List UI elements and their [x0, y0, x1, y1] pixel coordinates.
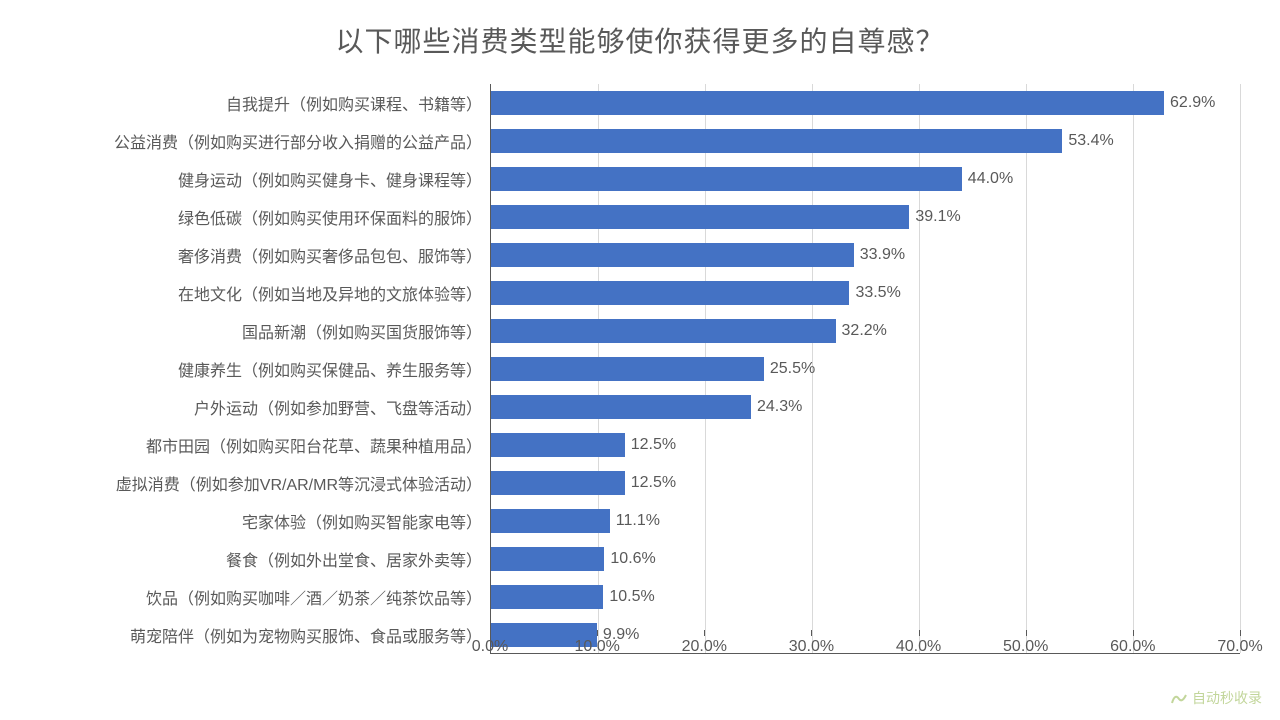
value-label: 53.4%: [1068, 132, 1113, 150]
bar-row: 25.5%: [491, 350, 1240, 388]
x-axis: 0.0%10.0%20.0%30.0%40.0%50.0%60.0%70.0%: [490, 630, 1240, 658]
x-tick-label: 10.0%: [574, 638, 619, 656]
plot-area: 自我提升（例如购买课程、书籍等）公益消费（例如购买进行部分收入捐赠的公益产品）健…: [40, 84, 1240, 654]
category-label: 绿色低碳（例如购买使用环保面料的服饰）: [40, 198, 490, 236]
bars-container: 62.9% 53.4% 44.0% 39.1% 33.9% 33.5% 32.2% 25.5%…: [491, 84, 1240, 654]
bar-row: 39.1%: [491, 198, 1240, 236]
x-tick: [1133, 630, 1134, 636]
bar-row: 11.1%: [491, 502, 1240, 540]
bar: [491, 129, 1062, 153]
value-label: 33.5%: [855, 284, 900, 302]
x-tick: [597, 630, 598, 636]
value-label: 12.5%: [631, 436, 676, 454]
x-tick-label: 50.0%: [1003, 638, 1048, 656]
value-label: 12.5%: [631, 474, 676, 492]
bar: [491, 281, 849, 305]
chart-container: 以下哪些消费类型能够使你获得更多的自尊感？ 自我提升（例如购买课程、书籍等）公益…: [40, 20, 1240, 700]
category-label: 公益消费（例如购买进行部分收入捐赠的公益产品）: [40, 122, 490, 160]
bar-row: 32.2%: [491, 312, 1240, 350]
category-label: 国品新潮（例如购买国货服饰等）: [40, 312, 490, 350]
value-label: 10.5%: [609, 588, 654, 606]
bar-row: 62.9%: [491, 84, 1240, 122]
category-label: 都市田园（例如购买阳台花草、蔬果种植用品）: [40, 426, 490, 464]
category-label: 虚拟消费（例如参加VR/AR/MR等沉浸式体验活动）: [40, 464, 490, 502]
bar: [491, 319, 836, 343]
x-tick-label: 20.0%: [682, 638, 727, 656]
bar: [491, 395, 751, 419]
value-label: 33.9%: [860, 246, 905, 264]
bar-row: 53.4%: [491, 122, 1240, 160]
category-label: 户外运动（例如参加野营、飞盘等活动）: [40, 388, 490, 426]
category-label: 宅家体验（例如购买智能家电等）: [40, 502, 490, 540]
value-label: 24.3%: [757, 398, 802, 416]
value-label: 32.2%: [842, 322, 887, 340]
category-label: 健康养生（例如购买保健品、养生服务等）: [40, 350, 490, 388]
watermark-icon: [1170, 691, 1188, 705]
category-label: 在地文化（例如当地及异地的文旅体验等）: [40, 274, 490, 312]
x-tick: [919, 630, 920, 636]
bar: [491, 547, 604, 571]
x-tick: [490, 630, 491, 636]
value-label: 44.0%: [968, 170, 1013, 188]
bar-row: 12.5%: [491, 464, 1240, 502]
bar-row: 12.5%: [491, 426, 1240, 464]
category-label: 饮品（例如购买咖啡／酒／奶茶／纯茶饮品等）: [40, 578, 490, 616]
gridline: [1240, 84, 1241, 653]
x-tick-label: 70.0%: [1217, 638, 1262, 656]
value-label: 39.1%: [915, 208, 960, 226]
bars-region: 62.9% 53.4% 44.0% 39.1% 33.9% 33.5% 32.2% 25.5%…: [490, 84, 1240, 654]
bar: [491, 509, 610, 533]
x-tick-label: 60.0%: [1110, 638, 1155, 656]
bar: [491, 243, 854, 267]
chart-title: 以下哪些消费类型能够使你获得更多的自尊感？: [40, 20, 1240, 60]
bar: [491, 585, 603, 609]
category-label: 萌宠陪伴（例如为宠物购买服饰、食品或服务等）: [40, 616, 490, 654]
x-tick: [1240, 630, 1241, 636]
bar-row: 24.3%: [491, 388, 1240, 426]
bar-row: 10.6%: [491, 540, 1240, 578]
value-label: 10.6%: [610, 550, 655, 568]
bar: [491, 91, 1164, 115]
x-tick-label: 0.0%: [472, 638, 508, 656]
bar: [491, 167, 962, 191]
bar: [491, 357, 764, 381]
x-tick: [811, 630, 812, 636]
watermark: 自动秒收录: [1170, 688, 1266, 708]
bar: [491, 471, 625, 495]
x-tick: [1026, 630, 1027, 636]
bar-row: 33.5%: [491, 274, 1240, 312]
x-tick-label: 40.0%: [896, 638, 941, 656]
category-label: 自我提升（例如购买课程、书籍等）: [40, 84, 490, 122]
y-axis-labels: 自我提升（例如购买课程、书籍等）公益消费（例如购买进行部分收入捐赠的公益产品）健…: [40, 84, 490, 654]
value-label: 11.1%: [616, 512, 660, 530]
x-tick: [704, 630, 705, 636]
category-label: 健身运动（例如购买健身卡、健身课程等）: [40, 160, 490, 198]
watermark-text: 自动秒收录: [1192, 688, 1262, 708]
bar-row: 44.0%: [491, 160, 1240, 198]
bar-row: 10.5%: [491, 578, 1240, 616]
bar: [491, 433, 625, 457]
value-label: 62.9%: [1170, 94, 1215, 112]
category-label: 奢侈消费（例如购买奢侈品包包、服饰等）: [40, 236, 490, 274]
bar: [491, 205, 909, 229]
x-tick-label: 30.0%: [789, 638, 834, 656]
value-label: 25.5%: [770, 360, 815, 378]
category-label: 餐食（例如外出堂食、居家外卖等）: [40, 540, 490, 578]
bar-row: 33.9%: [491, 236, 1240, 274]
